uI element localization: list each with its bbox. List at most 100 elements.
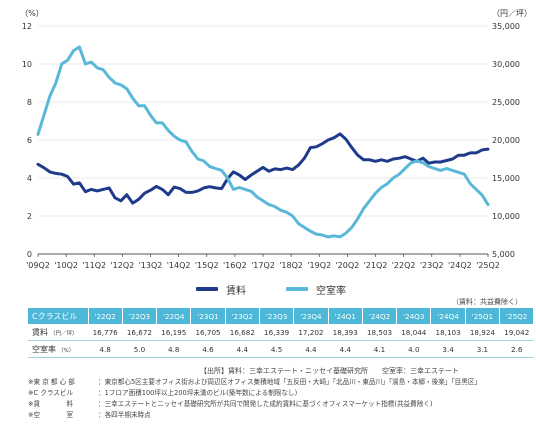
table-column-header: '23Q2 [225,308,260,324]
legend-label-rent: 賃料 [226,285,246,297]
note-line: ※東 京 都 心 部 ：東京都心5区主要オフィス街および周辺区オフィス集積地域「五… [28,377,481,388]
x-tick-label: '13Q2 [139,261,163,270]
x-tick-label: '19Q2 [307,261,331,270]
table-cell: 4.8 [88,340,123,358]
table-cell: 18,044 [396,324,431,341]
legend-label-vacancy: 空室率 [316,285,346,297]
table-row-rent: 賃料 （円／坪） 16,776 16,672 16,195 16,705 16,682 16,… [28,324,534,341]
x-tick-label: '20Q2 [335,261,359,270]
x-tick-label: '09Q2 [26,261,50,270]
right-tick-label: 10,000 [492,212,520,221]
note-text: ：東京都心5区主要オフィス街および周辺区オフィス集積地域「五反田・大崎」「北品川… [98,378,482,386]
table-header-label: Cクラスビル [28,308,89,324]
x-tick-label: '17Q2 [251,261,275,270]
table-column-header: '25Q2 [499,308,535,324]
table-cell: 19,042 [499,324,534,341]
table-column-header: '22Q4 [156,308,192,324]
table-cell: 18,503 [362,324,397,341]
right-tick-label: 5,000 [492,250,515,259]
right-tick-label: 25,000 [492,98,520,107]
table-cell: 16,776 [88,324,123,341]
x-tick-label: '25Q2 [476,261,500,270]
table-cell: 4.6 [190,340,226,358]
table-cell: 2.6 [499,340,534,358]
table-column-header: '22Q3 [122,308,158,324]
note-line: ※賃 料 ：三幸エステートとニッセイ基礎研究所が共同で開発した成約賃料に基づくオフ… [28,399,481,410]
x-tick-label: '23Q2 [420,261,444,270]
left-tick-label: 2 [27,212,32,221]
series-line-rent [36,132,490,205]
right-tick-label: 20,000 [492,136,520,145]
note-key: ※賃 料 [28,400,74,408]
note-key: ※東 京 都 心 部 [28,378,75,386]
table-column-header: '23Q3 [259,308,295,324]
table-cell: 16,705 [190,324,226,341]
row-label-unit: （円／坪） [50,330,78,337]
legend-swatch-vacancy [286,287,308,291]
table-cell: 16,339 [259,324,294,341]
note-key: ※空 室 [28,411,74,419]
table-row-vacancy: 空室率 （%） 4.8 5.0 4.8 4.6 4.4 4.5 4.4 4.4 4.1 4.0 3.4 3… [28,340,534,358]
chart-legend: 賃料 空室率 [0,282,536,297]
table-row-label: 賃料 （円／坪） [28,324,88,341]
right-tick-label: 30,000 [492,60,520,69]
table-cell: 17,202 [293,324,329,341]
table-cell: 4.1 [362,340,397,358]
table-cell: 4.4 [328,340,363,358]
legend-swatch-rent [196,287,218,291]
note-line: ※C クラスビル ：1フロア面積100坪以上200坪未満のビル(築年数による制限な… [28,388,481,399]
x-tick-label: '18Q2 [279,261,303,270]
table-cell: 3.4 [430,340,466,358]
x-tick-label: '22Q2 [392,261,416,270]
note-key: ※C クラスビル [28,389,74,397]
series-line-vacancy [36,45,490,239]
table-cell: 4.4 [293,340,329,358]
table-cell: 18,393 [328,324,363,341]
table-column-header: '24Q3 [396,308,432,324]
table-cell: 18,103 [430,324,466,341]
table-note: （賃料：共益費除く） [452,298,522,306]
left-tick-label: 0 [27,250,32,259]
note-line: ※空 室 ：各四半期末時点 [28,410,481,421]
note-text: ：三幸エステートとニッセイ基礎研究所が共同で開発した成約賃料に基づくオフィスマー… [98,400,433,408]
left-tick-label: 6 [27,136,32,145]
row-label-text: 空室率 [32,344,56,354]
right-tick-label: 35,000 [492,22,520,31]
right-axis-label: （円／坪） [492,9,532,18]
note-text: ：各四半期末時点 [98,411,151,419]
rent-vacancy-chart: 0 2 4 6 8 10 12 5,000 10,000 15,000 20,000 25,000 30… [20,9,532,270]
table-cell: 16,682 [225,324,260,341]
row-label-unit: （%） [58,347,75,354]
table-column-header: '22Q2 [88,308,123,324]
table-cell: 4.0 [396,340,431,358]
table-column-header: '24Q2 [362,308,398,324]
table-row-label: 空室率 （%） [28,340,88,358]
x-tick-label: '10Q2 [54,261,78,270]
left-tick-label: 12 [22,22,32,31]
right-tick-label: 15,000 [492,174,520,183]
x-tick-label: '14Q2 [167,261,191,270]
table-cell: 5.0 [122,340,157,358]
table-cell: 4.4 [225,340,260,358]
notes: ※東 京 都 心 部 ：東京都心5区主要オフィス街および周辺区オフィス集積地域「五… [28,377,481,421]
table-cell: 4.8 [156,340,191,358]
x-tick-label: '21Q2 [364,261,388,270]
table-cell: 4.5 [259,340,294,358]
left-tick-label: 8 [27,98,32,107]
x-tick-label: '15Q2 [195,261,219,270]
x-tick-label: '12Q2 [110,261,134,270]
table-cell: 16,195 [156,324,191,341]
left-tick-label: 10 [22,60,32,69]
note-text: ：1フロア面積100坪以上200坪未満のビル(築年数による制限なし) [98,389,298,397]
table-cell: 18,924 [465,324,500,341]
table-column-header: '23Q1 [190,308,226,324]
x-tick-label: '16Q2 [223,261,247,270]
table-cell: 16,672 [122,324,157,341]
legend-item-vacancy: 空室率 [286,282,346,297]
table-column-header: '24Q4 [430,308,466,324]
table-header-row: Cクラスビル '22Q2'22Q3'22Q4'23Q1'23Q2'23Q3'23… [28,308,535,324]
left-axis-label: （%） [20,9,44,18]
left-tick-label: 4 [27,174,32,183]
table-column-header: '23Q4 [293,308,329,324]
